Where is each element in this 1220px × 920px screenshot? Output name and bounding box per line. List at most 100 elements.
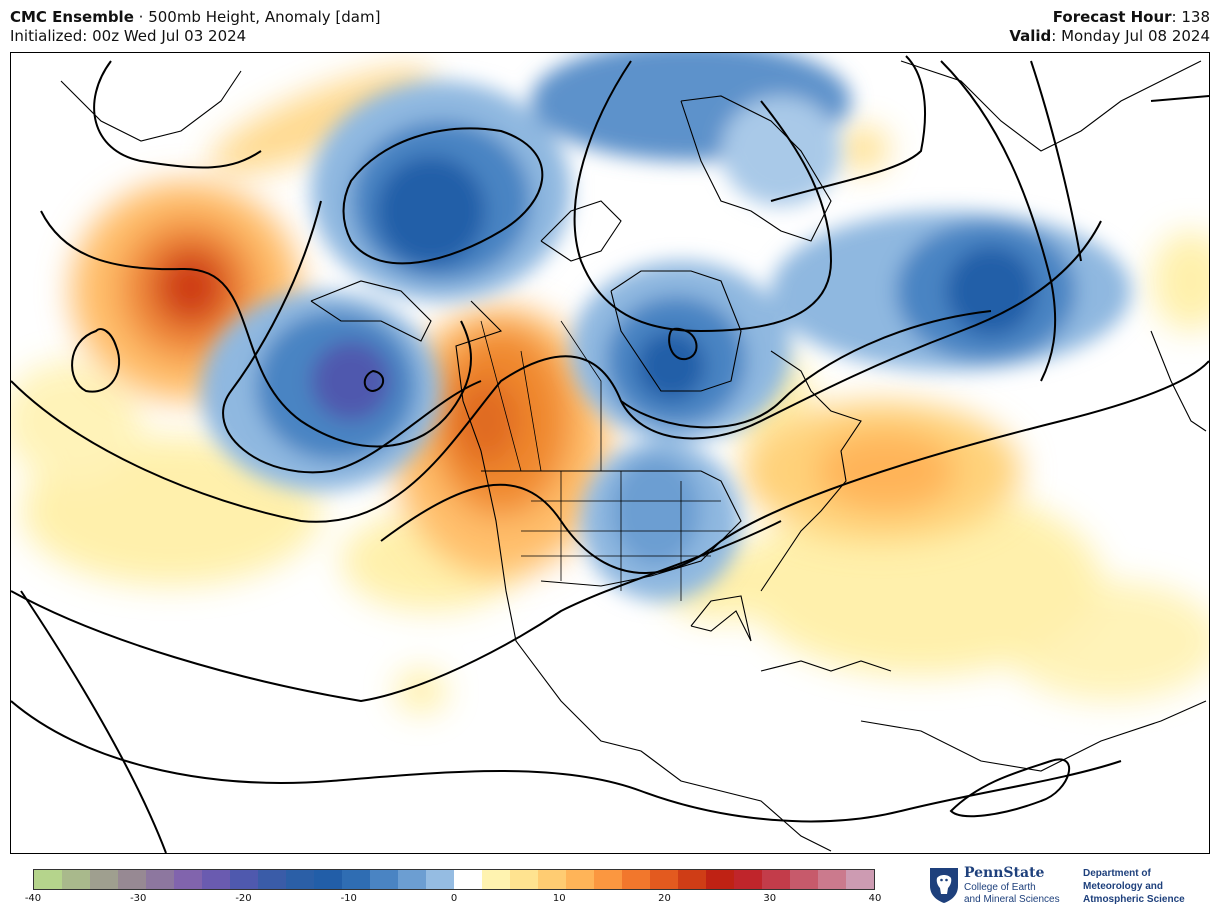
colorbar-segment (706, 870, 734, 889)
logo-dept-line3: Atmospheric Science (1083, 894, 1185, 905)
model-name: CMC Ensemble (10, 8, 134, 26)
state-lines (521, 500, 731, 557)
anomaly-map (11, 53, 1209, 853)
colorbar-segment (846, 870, 874, 889)
colorbar-segment (398, 870, 426, 889)
title-separator: · (133, 8, 149, 26)
contour-line (40, 210, 472, 448)
anomaly-shading (11, 53, 1209, 713)
header-left: CMC Ensemble · 500mb Height, Anomaly [da… (10, 8, 380, 46)
contour-closed-low (71, 328, 121, 393)
colorbar-segment (454, 870, 482, 889)
weak-positive-region (837, 127, 889, 171)
contour-closed-low (949, 758, 1070, 818)
positive-anomaly-pacific (153, 247, 229, 327)
province-lines (480, 320, 602, 472)
colorbar-segment (342, 870, 370, 889)
colorbar-segment (482, 870, 510, 889)
colorbar-segment (734, 870, 762, 889)
colorbar-segment (566, 870, 594, 889)
colorbar-tick: -20 (235, 893, 252, 904)
colorbar-segment (510, 870, 538, 889)
negative-anomaly-gulf-alaska (311, 341, 391, 421)
negative-anomaly-north-atlantic (946, 246, 1036, 336)
negative-anomaly-greenland (721, 96, 841, 206)
forecast-hour-value: : 138 (1171, 8, 1210, 26)
colorbar (33, 869, 875, 890)
colorbar-segment (314, 870, 342, 889)
negative-anomaly-central-us (611, 456, 701, 566)
colorbar-tick: 10 (552, 893, 566, 904)
colorbar-segment (90, 870, 118, 889)
colorbar-segment (622, 870, 650, 889)
arctic-island-coast (540, 200, 622, 262)
valid-date: : Monday Jul 08 2024 (1051, 27, 1210, 45)
valid-label: Valid (1009, 27, 1052, 45)
map-panel (10, 52, 1210, 854)
colorbar-tick: 0 (450, 893, 458, 904)
logo-dept-line1: Department of (1083, 868, 1151, 879)
hudson-bay-coast (610, 270, 742, 392)
contour-line (1030, 60, 1082, 262)
init-time: Initialized: 00z Wed Jul 03 2024 (10, 27, 247, 45)
weak-positive-region (209, 68, 433, 174)
colorbar-segment (34, 870, 62, 889)
contour-line (573, 60, 833, 333)
colorbar-segment (230, 870, 258, 889)
colorbar-segment (426, 870, 454, 889)
atlantic-coastline (760, 350, 862, 592)
colorbar-segment (174, 870, 202, 889)
contour-line (1150, 95, 1209, 102)
forecast-hour-label: Forecast Hour (1052, 8, 1172, 26)
contour-line (20, 590, 167, 853)
contour-line (940, 60, 1057, 382)
colorbar-segment (818, 870, 846, 889)
siberia-coast (60, 70, 242, 142)
nittany-lion-shield-icon (930, 868, 958, 903)
header-right: Forecast Hour: 138 Valid: Monday Jul 08 … (1009, 8, 1210, 46)
colorbar-segment (538, 870, 566, 889)
contour-line (93, 60, 262, 169)
colorbar-tick: -40 (24, 893, 42, 904)
contour-line (620, 310, 992, 429)
colorbar-segment (790, 870, 818, 889)
colorbar-segment (286, 870, 314, 889)
height-contours (11, 55, 1209, 853)
negative-anomaly-hudson (636, 331, 706, 401)
contour-line (11, 700, 1122, 823)
colorbar-segment (202, 870, 230, 889)
pennstate-logo: PennState College of Earth and Mineral S… (928, 864, 1208, 912)
colorbar-segment (594, 870, 622, 889)
negative-anomaly-alaska (376, 156, 486, 266)
colorbar-tick: 20 (658, 893, 671, 904)
colorbar-tick: -30 (130, 893, 147, 904)
weak-positive-region (1151, 231, 1209, 331)
alaska-coast (310, 280, 432, 342)
colorbar-segment (258, 870, 286, 889)
colorbar-segment (370, 870, 398, 889)
logo-college-line1: College of Earth (964, 882, 1036, 893)
positive-anomaly-west-us (451, 376, 521, 466)
colorbar-segment (678, 870, 706, 889)
colorbar-legend: -40 -30 -20 -10 0 10 20 30 40 (25, 869, 881, 909)
coastlines (60, 60, 1207, 852)
greenland-coast (680, 95, 832, 242)
colorbar-segment (62, 870, 90, 889)
contour-line (770, 55, 927, 202)
contour-line (11, 220, 1102, 523)
pacific-coastline (455, 300, 832, 852)
colorbar-segment (650, 870, 678, 889)
contour-closed-low (363, 369, 385, 393)
colorbar-segment (762, 870, 790, 889)
colorbar-tick: 40 (868, 893, 882, 904)
iberia-coast (1150, 330, 1207, 432)
colorbar-segment (118, 870, 146, 889)
contour-line (11, 520, 782, 703)
florida-coastline (690, 595, 752, 642)
south-america-coast (860, 700, 1207, 772)
contour-closed-low (342, 127, 544, 265)
caribbean-coast (760, 660, 892, 672)
europe-coast (900, 60, 1202, 152)
colorbar-tick: -10 (340, 893, 357, 904)
colorbar-segment (146, 870, 174, 889)
